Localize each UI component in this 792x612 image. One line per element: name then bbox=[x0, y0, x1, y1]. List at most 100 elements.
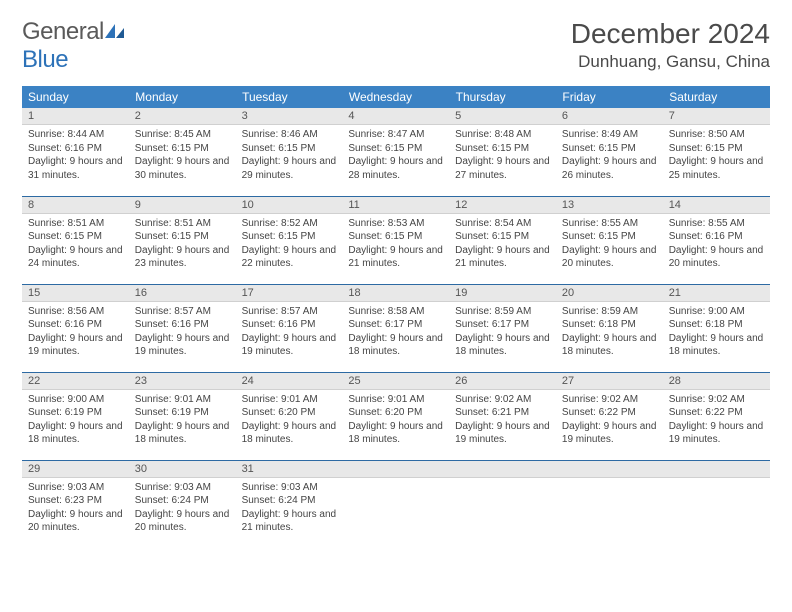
brand-logo: GeneralBlue bbox=[22, 18, 126, 74]
day-number: 11 bbox=[342, 197, 449, 214]
sunset-line: Sunset: 6:20 PM bbox=[348, 406, 443, 420]
sunrise-line: Sunrise: 9:01 AM bbox=[242, 393, 337, 407]
calendar-cell: 3Sunrise: 8:46 AMSunset: 6:15 PMDaylight… bbox=[236, 108, 343, 196]
day-details: Sunrise: 8:44 AMSunset: 6:16 PMDaylight:… bbox=[22, 125, 129, 185]
day-number: 24 bbox=[236, 373, 343, 390]
sunrise-line: Sunrise: 9:00 AM bbox=[28, 393, 123, 407]
calendar-body: 1Sunrise: 8:44 AMSunset: 6:16 PMDaylight… bbox=[22, 108, 770, 548]
calendar-week-row: 8Sunrise: 8:51 AMSunset: 6:15 PMDaylight… bbox=[22, 196, 770, 284]
daylight-line: Daylight: 9 hours and 18 minutes. bbox=[28, 420, 123, 447]
sunrise-line: Sunrise: 8:56 AM bbox=[28, 305, 123, 319]
month-title: December 2024 bbox=[571, 18, 770, 50]
day-details: Sunrise: 9:01 AMSunset: 6:19 PMDaylight:… bbox=[129, 390, 236, 450]
dow-header: Wednesday bbox=[342, 86, 449, 108]
sunset-line: Sunset: 6:15 PM bbox=[455, 142, 550, 156]
calendar-cell: 21Sunrise: 9:00 AMSunset: 6:18 PMDayligh… bbox=[663, 284, 770, 372]
day-details: Sunrise: 8:56 AMSunset: 6:16 PMDaylight:… bbox=[22, 302, 129, 362]
calendar-cell: 22Sunrise: 9:00 AMSunset: 6:19 PMDayligh… bbox=[22, 372, 129, 460]
sunrise-line: Sunrise: 8:49 AM bbox=[562, 128, 657, 142]
calendar-cell: 7Sunrise: 8:50 AMSunset: 6:15 PMDaylight… bbox=[663, 108, 770, 196]
dow-header: Tuesday bbox=[236, 86, 343, 108]
brand-text: GeneralBlue bbox=[22, 18, 126, 74]
day-details: Sunrise: 8:45 AMSunset: 6:15 PMDaylight:… bbox=[129, 125, 236, 185]
daylight-line: Daylight: 9 hours and 18 minutes. bbox=[348, 420, 443, 447]
sunrise-line: Sunrise: 8:59 AM bbox=[455, 305, 550, 319]
daylight-line: Daylight: 9 hours and 19 minutes. bbox=[562, 420, 657, 447]
daylight-line: Daylight: 9 hours and 19 minutes. bbox=[135, 332, 230, 359]
brand-part1: General bbox=[22, 18, 104, 45]
calendar-header-row: SundayMondayTuesdayWednesdayThursdayFrid… bbox=[22, 86, 770, 108]
sunset-line: Sunset: 6:15 PM bbox=[455, 230, 550, 244]
calendar-cell bbox=[449, 460, 556, 548]
calendar-cell: 6Sunrise: 8:49 AMSunset: 6:15 PMDaylight… bbox=[556, 108, 663, 196]
sunrise-line: Sunrise: 8:54 AM bbox=[455, 217, 550, 231]
sunset-line: Sunset: 6:15 PM bbox=[135, 142, 230, 156]
calendar-week-row: 29Sunrise: 9:03 AMSunset: 6:23 PMDayligh… bbox=[22, 460, 770, 548]
day-number: 7 bbox=[663, 108, 770, 125]
sunrise-line: Sunrise: 9:02 AM bbox=[669, 393, 764, 407]
day-number: 3 bbox=[236, 108, 343, 125]
day-number: 16 bbox=[129, 285, 236, 302]
daylight-line: Daylight: 9 hours and 20 minutes. bbox=[562, 244, 657, 271]
sunset-line: Sunset: 6:15 PM bbox=[562, 230, 657, 244]
daylight-line: Daylight: 9 hours and 26 minutes. bbox=[562, 155, 657, 182]
day-details: Sunrise: 8:48 AMSunset: 6:15 PMDaylight:… bbox=[449, 125, 556, 185]
sunrise-line: Sunrise: 8:52 AM bbox=[242, 217, 337, 231]
day-details: Sunrise: 8:46 AMSunset: 6:15 PMDaylight:… bbox=[236, 125, 343, 185]
sunrise-line: Sunrise: 9:02 AM bbox=[455, 393, 550, 407]
dow-header: Monday bbox=[129, 86, 236, 108]
sunrise-line: Sunrise: 8:57 AM bbox=[242, 305, 337, 319]
day-details: Sunrise: 8:59 AMSunset: 6:17 PMDaylight:… bbox=[449, 302, 556, 362]
daylight-line: Daylight: 9 hours and 22 minutes. bbox=[242, 244, 337, 271]
calendar-cell: 16Sunrise: 8:57 AMSunset: 6:16 PMDayligh… bbox=[129, 284, 236, 372]
calendar-cell: 27Sunrise: 9:02 AMSunset: 6:22 PMDayligh… bbox=[556, 372, 663, 460]
sunrise-line: Sunrise: 8:55 AM bbox=[669, 217, 764, 231]
day-number: 4 bbox=[342, 108, 449, 125]
calendar-week-row: 22Sunrise: 9:00 AMSunset: 6:19 PMDayligh… bbox=[22, 372, 770, 460]
sunset-line: Sunset: 6:19 PM bbox=[28, 406, 123, 420]
daylight-line: Daylight: 9 hours and 20 minutes. bbox=[669, 244, 764, 271]
logo-sail-icon bbox=[104, 23, 126, 39]
sunset-line: Sunset: 6:16 PM bbox=[28, 318, 123, 332]
sunrise-line: Sunrise: 8:45 AM bbox=[135, 128, 230, 142]
calendar-cell: 2Sunrise: 8:45 AMSunset: 6:15 PMDaylight… bbox=[129, 108, 236, 196]
day-details: Sunrise: 8:57 AMSunset: 6:16 PMDaylight:… bbox=[129, 302, 236, 362]
daylight-line: Daylight: 9 hours and 20 minutes. bbox=[28, 508, 123, 535]
day-number: 21 bbox=[663, 285, 770, 302]
daylight-line: Daylight: 9 hours and 19 minutes. bbox=[242, 332, 337, 359]
calendar-cell: 9Sunrise: 8:51 AMSunset: 6:15 PMDaylight… bbox=[129, 196, 236, 284]
dow-header: Saturday bbox=[663, 86, 770, 108]
sunset-line: Sunset: 6:15 PM bbox=[348, 230, 443, 244]
daylight-line: Daylight: 9 hours and 18 minutes. bbox=[455, 332, 550, 359]
dow-header: Thursday bbox=[449, 86, 556, 108]
day-details: Sunrise: 8:55 AMSunset: 6:15 PMDaylight:… bbox=[556, 214, 663, 274]
sunrise-line: Sunrise: 8:44 AM bbox=[28, 128, 123, 142]
daylight-line: Daylight: 9 hours and 29 minutes. bbox=[242, 155, 337, 182]
day-details: Sunrise: 9:01 AMSunset: 6:20 PMDaylight:… bbox=[236, 390, 343, 450]
day-details: Sunrise: 9:03 AMSunset: 6:23 PMDaylight:… bbox=[22, 478, 129, 538]
sunrise-line: Sunrise: 9:01 AM bbox=[135, 393, 230, 407]
sunrise-line: Sunrise: 8:53 AM bbox=[348, 217, 443, 231]
calendar-cell: 4Sunrise: 8:47 AMSunset: 6:15 PMDaylight… bbox=[342, 108, 449, 196]
sunrise-line: Sunrise: 8:55 AM bbox=[562, 217, 657, 231]
day-number: 26 bbox=[449, 373, 556, 390]
day-number: 22 bbox=[22, 373, 129, 390]
day-details: Sunrise: 8:54 AMSunset: 6:15 PMDaylight:… bbox=[449, 214, 556, 274]
sunset-line: Sunset: 6:15 PM bbox=[348, 142, 443, 156]
day-details: Sunrise: 8:58 AMSunset: 6:17 PMDaylight:… bbox=[342, 302, 449, 362]
daylight-line: Daylight: 9 hours and 21 minutes. bbox=[242, 508, 337, 535]
sunset-line: Sunset: 6:20 PM bbox=[242, 406, 337, 420]
sunrise-line: Sunrise: 8:51 AM bbox=[135, 217, 230, 231]
day-details: Sunrise: 9:00 AMSunset: 6:19 PMDaylight:… bbox=[22, 390, 129, 450]
calendar-cell: 31Sunrise: 9:03 AMSunset: 6:24 PMDayligh… bbox=[236, 460, 343, 548]
sunset-line: Sunset: 6:24 PM bbox=[242, 494, 337, 508]
calendar-cell bbox=[663, 460, 770, 548]
daylight-line: Daylight: 9 hours and 31 minutes. bbox=[28, 155, 123, 182]
day-number: 25 bbox=[342, 373, 449, 390]
daylight-line: Daylight: 9 hours and 18 minutes. bbox=[669, 332, 764, 359]
calendar-cell: 26Sunrise: 9:02 AMSunset: 6:21 PMDayligh… bbox=[449, 372, 556, 460]
day-number: 12 bbox=[449, 197, 556, 214]
calendar-cell: 5Sunrise: 8:48 AMSunset: 6:15 PMDaylight… bbox=[449, 108, 556, 196]
sunset-line: Sunset: 6:18 PM bbox=[562, 318, 657, 332]
day-number: 1 bbox=[22, 108, 129, 125]
